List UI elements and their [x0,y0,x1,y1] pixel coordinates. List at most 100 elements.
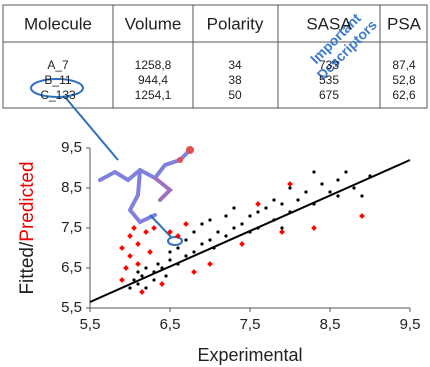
x-tick-label: 7,5 [240,316,261,333]
table-cell: B_11 [44,73,71,87]
point [200,242,203,245]
point [156,262,159,265]
point [184,254,187,257]
table-cell: 1258,8 [135,58,172,72]
point [144,266,147,269]
point [287,181,293,187]
point [224,214,227,217]
point [320,182,323,185]
y-tick-label: 9,5 [61,139,82,156]
point [119,277,125,283]
point [312,170,315,173]
point [288,186,291,189]
point [296,198,299,201]
point [135,241,141,247]
point [224,234,227,237]
page: Important Descriptors Experimental Fitte… [0,0,430,367]
point [143,229,149,235]
point [140,274,143,277]
y-label-part: Predicted [17,161,38,241]
point [139,289,145,295]
point [272,198,275,201]
y-tick-label: 8,5 [61,179,82,196]
table-cell: 38 [228,73,242,87]
point [136,270,139,273]
point [279,229,285,235]
point [192,250,195,253]
point [280,226,283,229]
y-axis-label: Fitted/Predicted [17,161,38,294]
point [183,221,189,227]
point [264,206,267,209]
point [360,194,363,197]
point [144,286,147,289]
point [127,233,133,239]
point [336,178,339,181]
point [119,245,125,251]
highlight [168,237,182,245]
point [184,238,187,241]
y-tick-label: 7,5 [61,219,82,236]
point [128,286,131,289]
point [248,214,251,217]
point [123,265,129,271]
x-tick-label: 8,5 [320,316,341,333]
table-cell: 87,4 [392,58,416,72]
point [152,278,155,281]
molecule [100,146,194,222]
point [200,222,203,225]
point [191,269,197,275]
point [127,253,133,259]
point [147,249,153,255]
table-cell: 50 [228,88,242,102]
figure: Important Descriptors Experimental Fitte… [0,0,430,367]
point [159,281,165,287]
table-header: PSA [387,14,422,33]
point [164,274,167,277]
point [216,230,219,233]
table-cell: 733 [319,58,339,72]
table-cell: C_133 [40,88,76,102]
table-cell: 52,8 [392,73,416,87]
point [352,186,355,189]
table-cell: 34 [228,58,242,72]
point [168,250,171,253]
point [176,246,179,249]
point [240,222,243,225]
table-cell: 62,6 [392,88,416,102]
x-tick-label: 6,5 [160,316,181,333]
point [192,230,195,233]
point [131,225,137,231]
point [359,213,365,219]
point [208,218,211,221]
point [232,206,235,209]
table-header: Polarity [207,14,264,33]
table-header: Molecule [24,14,92,33]
x-axis-label: Experimental [197,345,302,365]
point [280,202,283,205]
y-tick-label: 6,5 [61,259,82,276]
point [328,190,331,193]
point [344,170,347,173]
point [255,201,261,207]
point [336,194,339,197]
point [304,190,307,193]
table-cell: 1254,1 [135,88,172,102]
point [311,225,317,231]
x-tick-label: 9,5 [400,316,421,333]
table-header: Volume [125,14,182,33]
y-label-part: Fitted/ [17,241,38,295]
table-header: SASA [306,14,352,33]
point [207,261,213,267]
point [232,226,235,229]
table-cell: 535 [319,73,339,87]
y-tick-label: 5,5 [61,299,82,316]
table-cell: 675 [319,88,339,102]
table-cell: A_7 [47,58,69,72]
point [135,261,141,267]
point [136,282,139,285]
table-cell: 944,4 [138,73,168,87]
x-tick-label: 5,5 [80,316,101,333]
point [239,241,245,247]
point [151,225,157,231]
